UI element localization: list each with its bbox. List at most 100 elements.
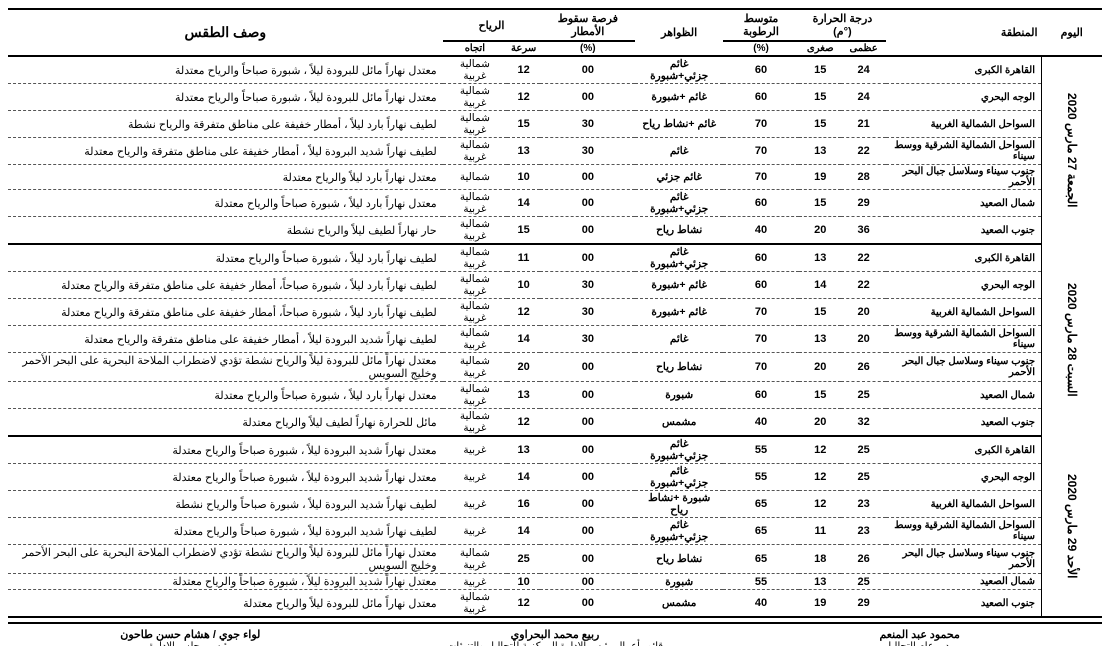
tmax-cell: 20 — [841, 299, 885, 326]
tmax-cell: 29 — [841, 590, 885, 618]
wspd-cell: 11 — [507, 244, 540, 272]
region-cell: السواحل الشمالية الغربية — [886, 491, 1042, 518]
hum-cell: 40 — [723, 409, 799, 437]
hum-cell: 65 — [723, 491, 799, 518]
hdr-hum: متوسط الرطوبة — [723, 9, 799, 41]
footer-right: محمود عبد المنعم مدير عام التحاليل — [737, 628, 1102, 646]
tmin-cell: 20 — [799, 409, 841, 437]
sig-center-name: ربيع محمد البحراوي — [373, 628, 738, 641]
sig-left-title: رئيس مجلس الإدارة — [8, 641, 373, 646]
rain-cell: 00 — [540, 436, 635, 464]
region-cell: الوجه البحري — [886, 84, 1042, 111]
tmax-cell: 23 — [841, 518, 885, 545]
tmin-cell: 19 — [799, 165, 841, 190]
desc-cell: معتدل نهاراً مائل للبرودة ليلاً ، شبورة … — [8, 84, 443, 111]
wdir-cell: شمالية غربية — [443, 353, 507, 382]
phen-cell: نشاط رياح — [635, 217, 723, 245]
tmax-cell: 25 — [841, 464, 885, 491]
region-cell: جنوب الصعيد — [886, 590, 1042, 618]
hum-cell: 60 — [723, 244, 799, 272]
hum-cell: 70 — [723, 165, 799, 190]
rain-cell: 00 — [540, 574, 635, 590]
phen-cell: غائم جزئي+شبورة — [635, 518, 723, 545]
desc-cell: معتدل نهاراً بارد ليلاً ، شبورة صباحاً و… — [8, 190, 443, 217]
hdr-phen: الظواهر — [635, 9, 723, 56]
desc-cell: معتدل نهاراً بارد ليلاً ، شبورة صباحاً و… — [8, 382, 443, 409]
wspd-cell: 14 — [507, 326, 540, 353]
tmin-cell: 15 — [799, 56, 841, 84]
desc-cell: معتدل نهاراً شديد البرودة ليلاً ، شبورة … — [8, 436, 443, 464]
tmin-cell: 12 — [799, 436, 841, 464]
wdir-cell: غربية — [443, 436, 507, 464]
tmax-cell: 24 — [841, 84, 885, 111]
wspd-cell: 13 — [507, 436, 540, 464]
wspd-cell: 15 — [507, 111, 540, 138]
tmax-cell: 26 — [841, 545, 885, 574]
desc-cell: معتدل نهاراً مائل للبرودة ليلاً ، شبورة … — [8, 56, 443, 84]
phen-cell: نشاط رياح — [635, 545, 723, 574]
rain-cell: 00 — [540, 464, 635, 491]
tmax-cell: 25 — [841, 574, 885, 590]
desc-cell: لطيف نهاراً بارد ليلاً ، أمطار خفيفة على… — [8, 111, 443, 138]
wdir-cell: شمالية غربية — [443, 326, 507, 353]
rain-cell: 30 — [540, 272, 635, 299]
tmin-cell: 18 — [799, 545, 841, 574]
tmax-cell: 22 — [841, 244, 885, 272]
phen-cell: غائم جزئي — [635, 165, 723, 190]
wdir-cell: شمالية غربية — [443, 56, 507, 84]
wspd-cell: 12 — [507, 84, 540, 111]
tmin-cell: 15 — [799, 84, 841, 111]
rain-cell: 00 — [540, 244, 635, 272]
wdir-cell: غربية — [443, 518, 507, 545]
hdr-wind: الرياح — [443, 9, 541, 41]
phen-cell: غائم — [635, 138, 723, 165]
hum-cell: 60 — [723, 190, 799, 217]
tmin-cell: 15 — [799, 382, 841, 409]
phen-cell: غائم جزئي+شبورة — [635, 56, 723, 84]
sig-right-name: محمود عبد المنعم — [737, 628, 1102, 641]
phen-cell: غائم جزئي+شبورة — [635, 464, 723, 491]
phen-cell: غائم +شبورة — [635, 272, 723, 299]
rain-cell: 00 — [540, 382, 635, 409]
desc-cell: مائل للحرارة نهاراً لطيف ليلاً والرياح م… — [8, 409, 443, 437]
desc-cell: معتدل نهاراً بارد ليلاً والرياح معتدلة — [8, 165, 443, 190]
wdir-cell: شمالية غربية — [443, 299, 507, 326]
hdr-tmax: عظمى — [841, 41, 885, 56]
region-cell: السواحل الشمالية الشرقية ووسط سيناء — [886, 326, 1042, 353]
region-cell: جنوب الصعيد — [886, 217, 1042, 245]
wdir-cell: شمالية غربية — [443, 545, 507, 574]
region-cell: القاهرة الكبرى — [886, 436, 1042, 464]
hdr-region: المنطقة — [886, 9, 1042, 56]
region-cell: شمال الصعيد — [886, 574, 1042, 590]
wdir-cell: غربية — [443, 574, 507, 590]
hum-cell: 40 — [723, 590, 799, 618]
region-cell: شمال الصعيد — [886, 190, 1042, 217]
hum-cell: 70 — [723, 111, 799, 138]
wspd-cell: 10 — [507, 272, 540, 299]
desc-cell: معتدل نهاراً مائل للبرودة ليلاً والرياح … — [8, 545, 443, 574]
desc-cell: معتدل نهاراً مائل للبرودة ليلاً والرياح … — [8, 353, 443, 382]
forecast-table: اليوم المنطقة درجة الحرارة (°م) متوسط ال… — [8, 8, 1102, 618]
region-cell: السواحل الشمالية الشرقية ووسط سيناء — [886, 138, 1042, 165]
region-cell: القاهرة الكبرى — [886, 56, 1042, 84]
phen-cell: نشاط رياح — [635, 353, 723, 382]
tmax-cell: 32 — [841, 409, 885, 437]
wspd-cell: 10 — [507, 574, 540, 590]
rain-cell: 00 — [540, 84, 635, 111]
wspd-cell: 20 — [507, 353, 540, 382]
wspd-cell: 12 — [507, 409, 540, 437]
hdr-desc: وصف الطقس — [8, 9, 443, 56]
wdir-cell: شمالية غربية — [443, 217, 507, 245]
tmax-cell: 24 — [841, 56, 885, 84]
tmin-cell: 15 — [799, 111, 841, 138]
wspd-cell: 25 — [507, 545, 540, 574]
tmin-cell: 12 — [799, 464, 841, 491]
wspd-cell: 14 — [507, 190, 540, 217]
rain-cell: 00 — [540, 545, 635, 574]
region-cell: الوجه البحري — [886, 464, 1042, 491]
region-cell: الوجه البحري — [886, 272, 1042, 299]
region-cell: جنوب الصعيد — [886, 409, 1042, 437]
hum-cell: 65 — [723, 518, 799, 545]
wdir-cell: غربية — [443, 464, 507, 491]
hum-cell: 55 — [723, 436, 799, 464]
